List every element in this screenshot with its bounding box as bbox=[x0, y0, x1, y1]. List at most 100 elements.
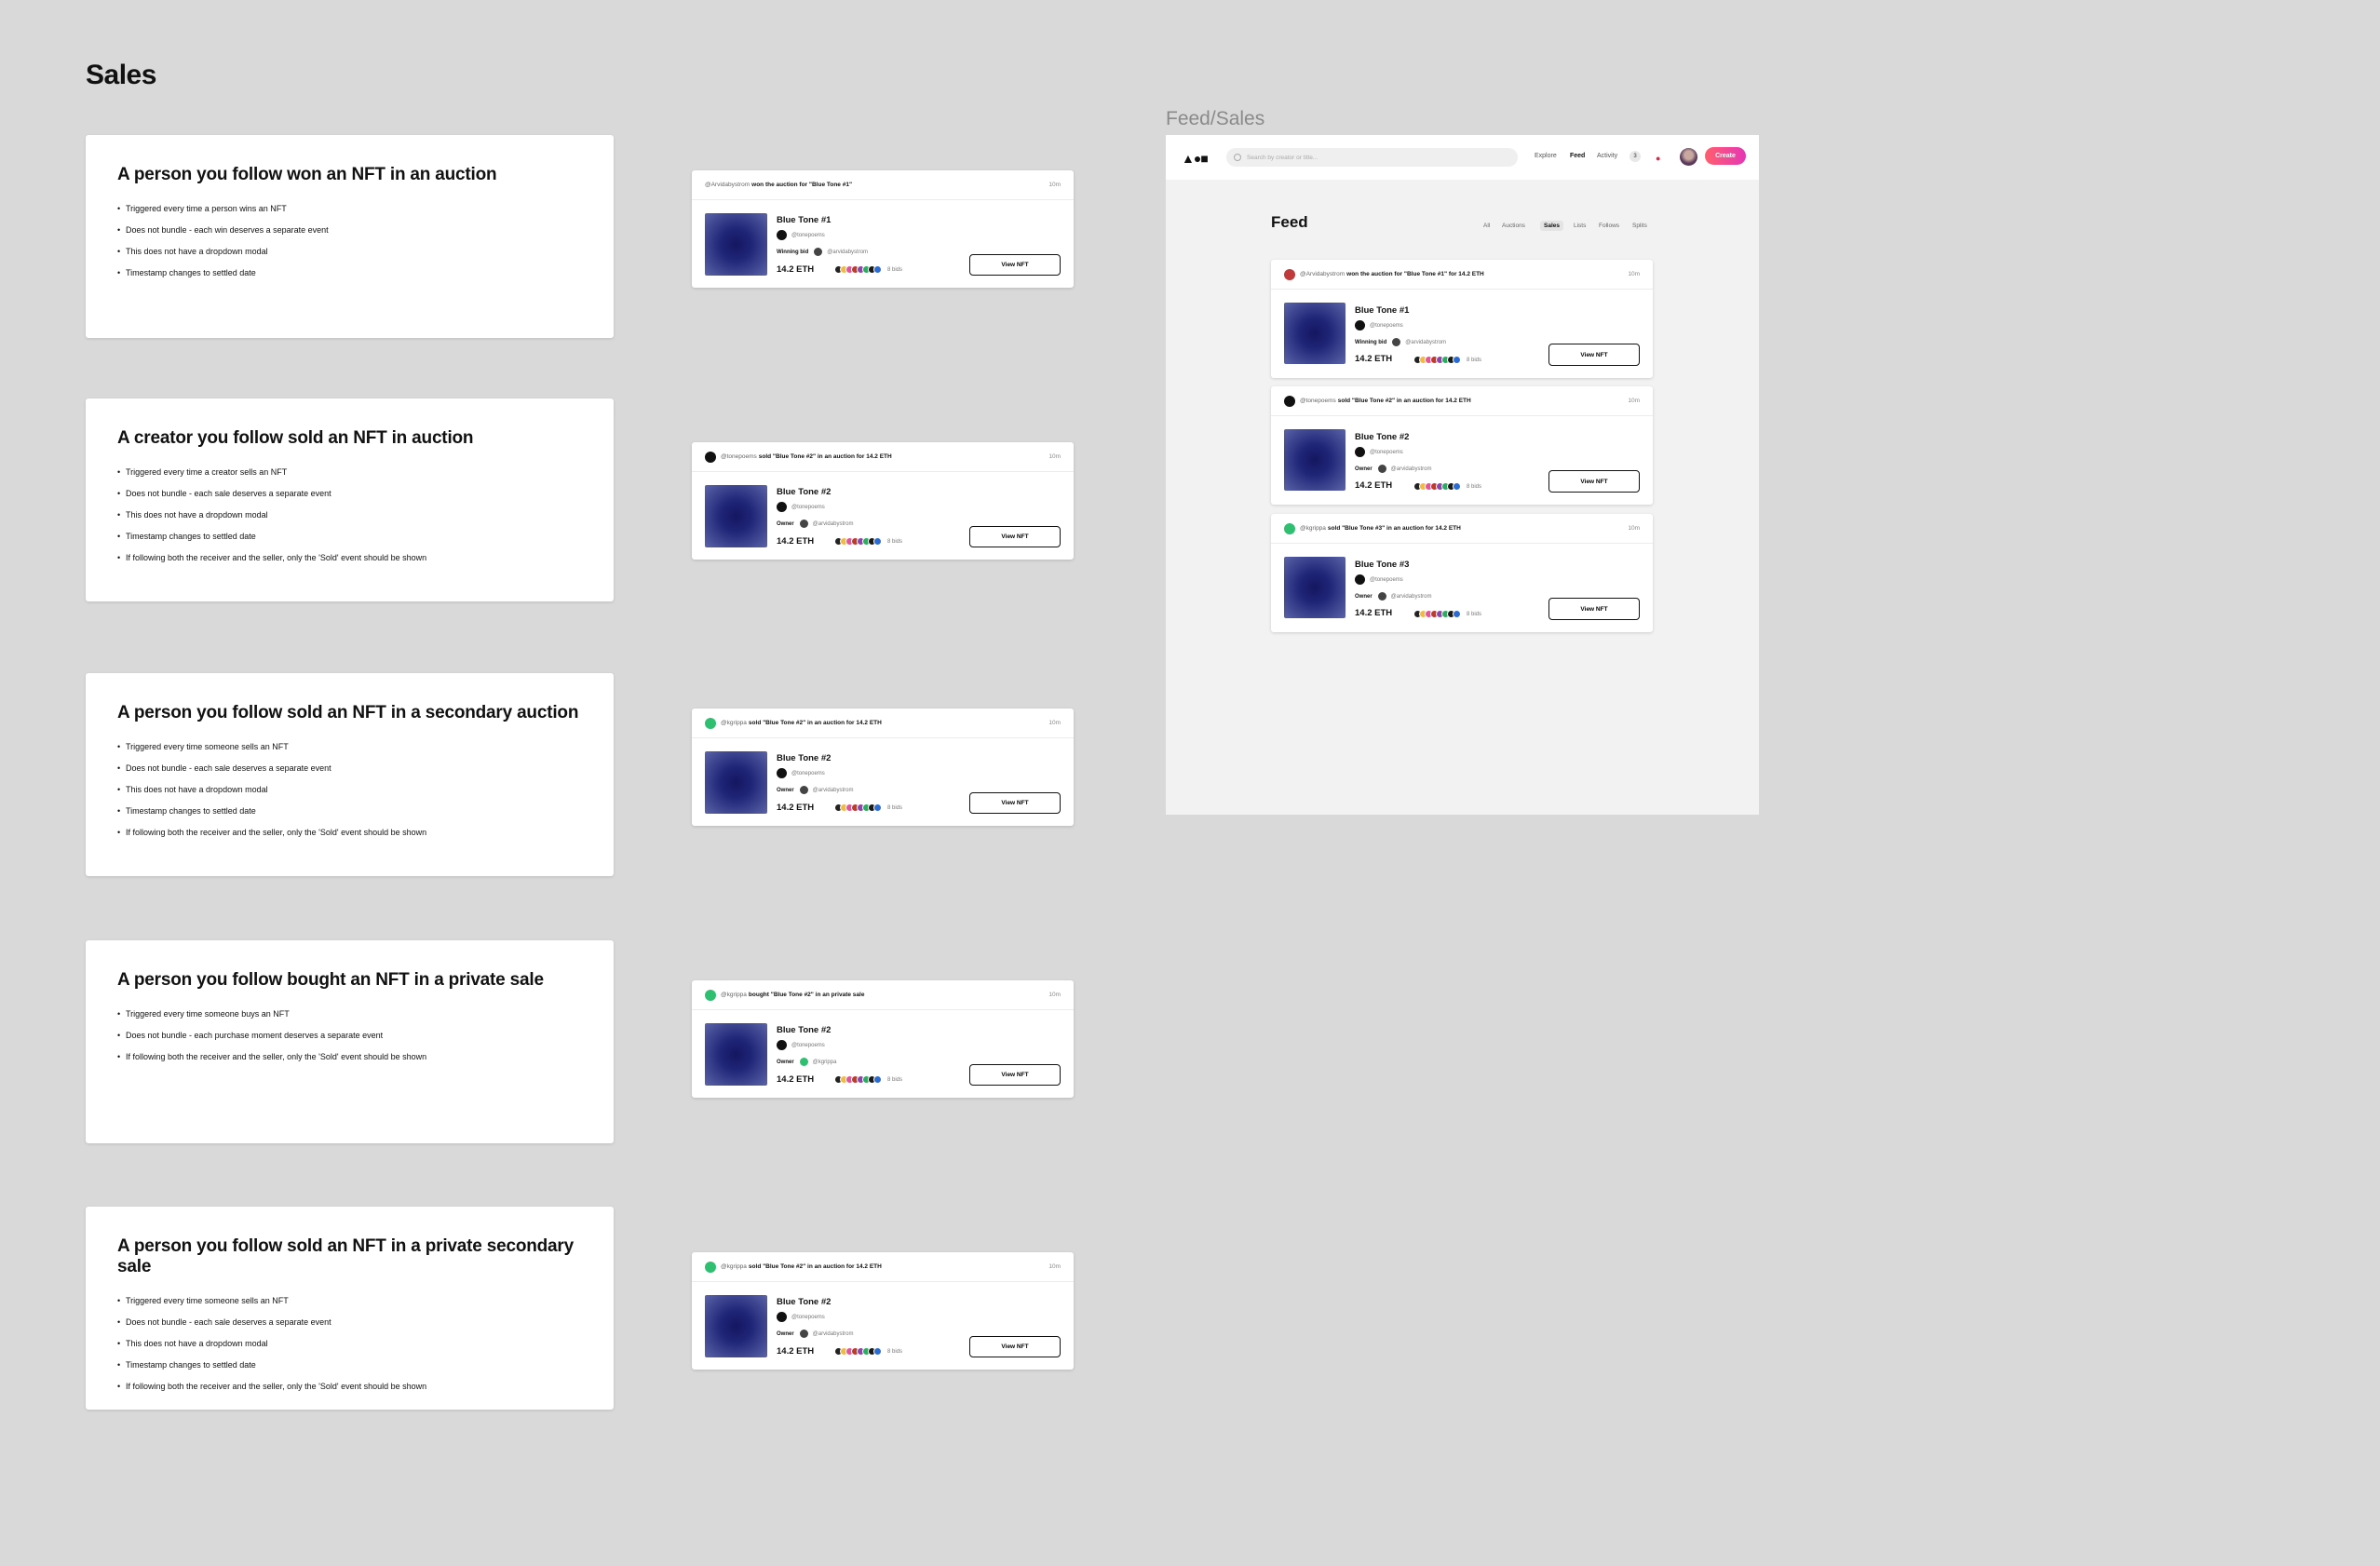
actor-handle[interactable]: @Arvidabystrom bbox=[705, 182, 751, 188]
view-nft-button[interactable]: View NFT bbox=[969, 254, 1061, 276]
search-icon bbox=[1234, 154, 1241, 161]
nft-title[interactable]: Blue Tone #1 bbox=[1355, 305, 1410, 316]
event-text: sold "Blue Tone #2" in an auction for 14… bbox=[748, 1263, 882, 1270]
bidder-avatars: 8 bids bbox=[834, 265, 902, 274]
nav-explore[interactable]: Explore bbox=[1535, 153, 1557, 159]
bidder-avatars: 8 bids bbox=[834, 803, 902, 812]
actor-handle[interactable]: @tonepoems bbox=[721, 453, 757, 460]
tab-lists[interactable]: Lists bbox=[1574, 223, 1587, 229]
nft-thumbnail[interactable] bbox=[705, 1295, 767, 1357]
nft-title[interactable]: Blue Tone #2 bbox=[1355, 432, 1410, 442]
nft-creator[interactable]: @tonepoems bbox=[777, 502, 825, 512]
rule-item: This does not have a dropdown modal bbox=[117, 241, 582, 263]
actor-avatar[interactable] bbox=[705, 989, 716, 1001]
view-nft-button[interactable]: View NFT bbox=[969, 792, 1061, 814]
owner-avatar bbox=[1377, 465, 1386, 473]
nft-title[interactable]: Blue Tone #2 bbox=[777, 487, 832, 497]
nft-thumbnail[interactable] bbox=[1284, 557, 1346, 618]
actor-handle[interactable]: @kgrippa bbox=[1300, 525, 1326, 532]
nav-activity[interactable]: Activity bbox=[1597, 153, 1618, 159]
view-nft-button[interactable]: View NFT bbox=[969, 526, 1061, 547]
nft-owner-row: Owner @arvidabystrom bbox=[777, 1330, 853, 1338]
nft-title[interactable]: Blue Tone #3 bbox=[1355, 560, 1410, 570]
nft-creator[interactable]: @tonepoems bbox=[1355, 447, 1403, 457]
nft-thumbnail[interactable] bbox=[1284, 303, 1346, 364]
nft-thumbnail[interactable] bbox=[1284, 429, 1346, 491]
nft-title[interactable]: Blue Tone #2 bbox=[777, 753, 832, 763]
search-input[interactable]: Search by creator or title... bbox=[1226, 148, 1518, 167]
actor-avatar[interactable] bbox=[705, 1261, 716, 1273]
event-text: sold "Blue Tone #3" in an auction for 14… bbox=[1327, 525, 1461, 532]
nft-owner-row: Winning bid @arvidabystrom bbox=[1355, 338, 1446, 346]
nft-creator[interactable]: @tonepoems bbox=[777, 768, 825, 778]
owner-handle[interactable]: @arvidabystrom bbox=[1390, 593, 1432, 600]
tab-splits[interactable]: Splits bbox=[1632, 223, 1647, 229]
nft-title[interactable]: Blue Tone #1 bbox=[777, 215, 832, 225]
rule-item: Timestamp changes to settled date bbox=[117, 1355, 582, 1376]
owner-avatar bbox=[814, 248, 823, 256]
creator-avatar bbox=[777, 1312, 787, 1322]
rule-list: Triggered every time someone buys an NFT… bbox=[117, 1004, 582, 1068]
actor-handle[interactable]: @kgrippa bbox=[721, 1263, 747, 1270]
tab-all[interactable]: All bbox=[1483, 223, 1491, 229]
nft-creator[interactable]: @tonepoems bbox=[1355, 320, 1403, 331]
actor-avatar[interactable] bbox=[705, 451, 716, 463]
tab-follows[interactable]: Follows bbox=[1599, 223, 1620, 229]
actor-handle[interactable]: @kgrippa bbox=[721, 992, 747, 998]
view-nft-button[interactable]: View NFT bbox=[1548, 470, 1640, 493]
owner-handle[interactable]: @arvidabystrom bbox=[812, 520, 854, 527]
rule-item: If following both the receiver and the s… bbox=[117, 547, 582, 569]
bidder-avatars: 8 bids bbox=[1413, 482, 1481, 491]
nft-title[interactable]: Blue Tone #2 bbox=[777, 1297, 832, 1307]
user-avatar[interactable] bbox=[1680, 148, 1697, 166]
rule-title: A creator you follow sold an NFT in auct… bbox=[117, 428, 474, 448]
view-nft-button[interactable]: View NFT bbox=[969, 1336, 1061, 1357]
nft-thumbnail[interactable] bbox=[705, 1023, 767, 1086]
actor-avatar[interactable] bbox=[1284, 268, 1295, 280]
nft-thumbnail[interactable] bbox=[705, 213, 767, 276]
nft-thumbnail[interactable] bbox=[705, 751, 767, 814]
event-time: 10m bbox=[1628, 398, 1640, 404]
actor-avatar[interactable] bbox=[1284, 522, 1295, 534]
owner-handle[interactable]: @arvidabystrom bbox=[1405, 339, 1447, 345]
owner-handle[interactable]: @arvidabystrom bbox=[812, 787, 854, 793]
rule-panel: A person you follow won an NFT in an auc… bbox=[86, 135, 614, 338]
tab-auctions[interactable]: Auctions bbox=[1502, 223, 1525, 229]
nav-feed[interactable]: Feed bbox=[1570, 153, 1586, 159]
rule-list: Triggered every time a person wins an NF… bbox=[117, 198, 582, 284]
actor-handle[interactable]: @kgrippa bbox=[721, 720, 747, 726]
nft-creator[interactable]: @tonepoems bbox=[1355, 574, 1403, 585]
owner-handle[interactable]: @arvidabystrom bbox=[827, 249, 869, 255]
actor-handle[interactable]: @tonepoems bbox=[1300, 398, 1336, 404]
rule-item: Does not bundle - each sale deserves a s… bbox=[117, 1312, 582, 1333]
actor-avatar[interactable] bbox=[1284, 395, 1295, 407]
owner-handle[interactable]: @arvidabystrom bbox=[812, 1330, 854, 1337]
nft-creator[interactable]: @tonepoems bbox=[777, 1040, 825, 1050]
event-time: 10m bbox=[1048, 1263, 1061, 1270]
owner-label: Owner bbox=[777, 1330, 794, 1337]
nft-creator[interactable]: @tonepoems bbox=[777, 1312, 825, 1322]
nft-creator[interactable]: @tonepoems bbox=[777, 230, 825, 240]
bidder-avatar bbox=[873, 1347, 882, 1356]
view-nft-button[interactable]: View NFT bbox=[969, 1064, 1061, 1086]
notification-icon[interactable]: ● bbox=[1656, 154, 1661, 163]
view-nft-button[interactable]: View NFT bbox=[1548, 344, 1640, 366]
nft-owner-row: Owner @arvidabystrom bbox=[1355, 465, 1431, 473]
logo[interactable]: ▲●■ bbox=[1182, 151, 1209, 166]
card-header: @kgrippa sold "Blue Tone #2" in an auctio… bbox=[692, 709, 1074, 738]
tab-sales[interactable]: Sales bbox=[1540, 221, 1563, 231]
actor-handle[interactable]: @Arvidabystrom bbox=[1300, 271, 1346, 277]
owner-avatar bbox=[1377, 592, 1386, 601]
owner-handle[interactable]: @kgrippa bbox=[812, 1059, 837, 1065]
view-nft-button[interactable]: View NFT bbox=[1548, 598, 1640, 620]
nft-thumbnail[interactable] bbox=[705, 485, 767, 547]
actor-avatar[interactable] bbox=[705, 717, 716, 729]
creator-avatar bbox=[1355, 320, 1365, 331]
event-time: 10m bbox=[1628, 525, 1640, 532]
rule-item: If following both the receiver and the s… bbox=[117, 1376, 582, 1397]
creator-handle: @tonepoems bbox=[1370, 576, 1403, 583]
nft-title[interactable]: Blue Tone #2 bbox=[777, 1025, 832, 1035]
create-button[interactable]: Create bbox=[1705, 147, 1746, 165]
owner-handle[interactable]: @arvidabystrom bbox=[1390, 466, 1432, 472]
nft-owner-row: Owner @kgrippa bbox=[777, 1058, 836, 1066]
